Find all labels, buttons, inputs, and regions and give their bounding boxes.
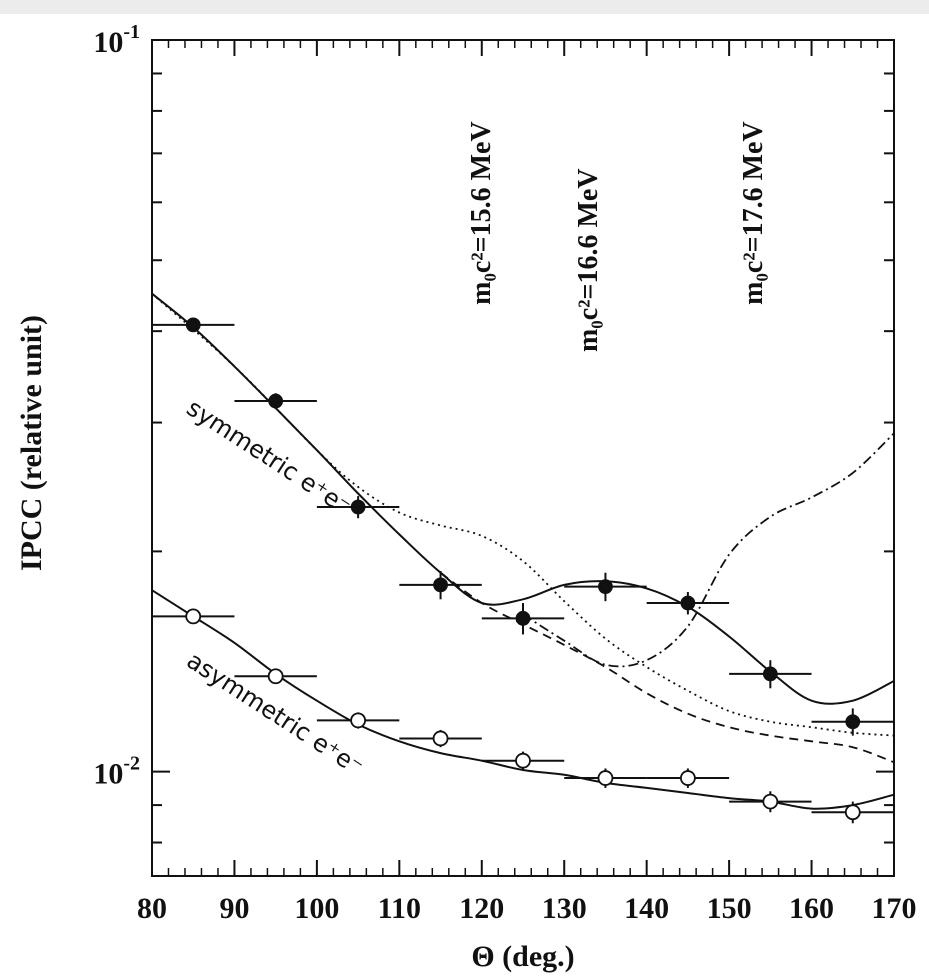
curve-dash-dot: [522, 432, 895, 668]
asymmetric-label: asymmetric e⁺e⁻: [182, 646, 369, 781]
data-point-open: [185, 608, 202, 625]
annotations: m₀c²=15.6 MeV m₀c²=16.6 MeV m₀c²=17.6 MeV s…: [182, 121, 769, 781]
data-point-filled: [185, 317, 201, 333]
x-tick-label: 150: [707, 892, 752, 925]
data-point-filled: [350, 499, 366, 515]
model-curves: [151, 292, 895, 810]
data-point-open: [597, 770, 614, 786]
plot-frame: [151, 39, 895, 877]
y-axis-label: IPCC (relative unit): [15, 315, 48, 571]
x-tick-label: 140: [624, 892, 669, 925]
data-point-filled: [268, 393, 284, 409]
x-tick-label: 100: [294, 892, 339, 925]
data-point-filled: [845, 714, 861, 730]
x-tick-label: 110: [378, 892, 421, 925]
x-axis-label: Θ (deg.): [471, 940, 574, 973]
x-tick-label: 120: [459, 892, 504, 925]
data-point-filled: [598, 579, 613, 595]
mass-annotation: m₀c²=17.6 MeV: [738, 121, 769, 305]
mass-annotation: m₀c²=15.6 MeV: [466, 121, 497, 305]
data-point-open: [350, 712, 367, 729]
curve-dotted: [151, 293, 895, 737]
data-point-filled: [762, 666, 778, 682]
data-point-open: [267, 668, 284, 685]
x-tick-label: 130: [542, 892, 587, 925]
y-tick-label: 10-2: [93, 753, 140, 791]
symmetric-label: symmetric e⁺e⁻: [182, 394, 356, 521]
x-tick-label: 170: [872, 892, 917, 925]
curve-dashed: [440, 571, 895, 764]
mass-annotation: m₀c²=16.6 MeV: [573, 168, 604, 352]
data-point-open: [679, 770, 696, 786]
x-tick-label: 160: [789, 892, 834, 925]
chart-labels: IPCC (relative unit) Θ (deg.): [15, 315, 575, 973]
data-point-open: [844, 804, 861, 821]
top-bar: [0, 0, 929, 14]
y-tick-label: 10-1: [93, 21, 140, 59]
data-point-filled: [680, 595, 696, 611]
data-point-filled: [515, 610, 531, 626]
x-tick-label: 90: [219, 892, 249, 925]
data-point-open: [515, 752, 531, 769]
axis-ticks: 80 90 100 110 120 130 140 150 160 170 10-1 10-2: [93, 21, 916, 925]
curve-solid: [151, 292, 895, 705]
x-tick-label: 80: [137, 892, 167, 925]
data-point-filled: [433, 577, 448, 593]
data-point-open: [762, 793, 779, 810]
data-points: [152, 317, 894, 824]
data-point-open: [432, 730, 449, 747]
